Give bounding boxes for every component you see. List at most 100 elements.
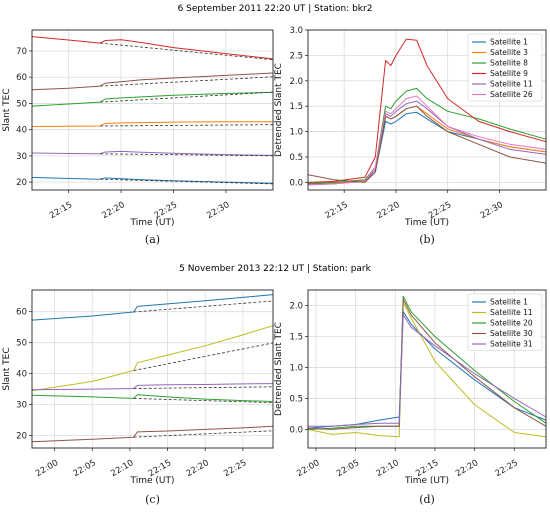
x-tick-label: 22:15 (324, 200, 350, 221)
series-line-c-4 (31, 425, 274, 443)
x-tick-label: 22:00 (295, 458, 321, 479)
y-tick-label: 0.0 (289, 425, 303, 435)
plot-frame (307, 289, 547, 449)
y-axis-label: Detrended Slant TEC (274, 322, 284, 416)
x-tick-label: 22:25 (222, 458, 248, 479)
legend-entry: Satellite 8 (490, 59, 528, 68)
x-tick-label: 22:20 (100, 200, 126, 221)
y-tick-label: 2.5 (289, 51, 303, 61)
y-tick-label: 3.0 (289, 26, 303, 36)
x-axis-label: Time (UT) (404, 218, 449, 228)
x-tick-label: 22:00 (34, 458, 60, 479)
trend-fit-line (100, 42, 274, 61)
series-line-a-5 (31, 72, 274, 91)
series-line-satellite-30 (307, 298, 547, 430)
y-axis-label: Slant TEC (2, 347, 12, 390)
plot-frame (31, 289, 274, 449)
legend-entry: Satellite 1 (490, 38, 528, 47)
trend-fit-line (133, 398, 274, 404)
legend-entry: Satellite 20 (490, 319, 533, 328)
y-tick-label: 0.5 (289, 394, 303, 404)
row1-title: 6 September 2011 22:20 UT | Station: bkr… (178, 4, 373, 14)
subfigure-caption: (b) (419, 233, 435, 246)
legend-entry: Satellite 26 (490, 90, 533, 99)
y-tick-label: 30 (16, 401, 27, 411)
series-line-c-1 (31, 325, 274, 392)
series-line-c-3 (31, 394, 274, 402)
legend-entry: Satellite 1 (490, 298, 528, 307)
series-line-satellite-20 (307, 295, 547, 430)
x-tick-label: 22:05 (335, 458, 361, 479)
y-tick-label: 70 (16, 47, 27, 57)
y-tick-label: 20 (16, 178, 27, 188)
trend-fit-line (100, 178, 274, 185)
plot-frame (31, 29, 274, 191)
series-line-satellite-9 (307, 38, 547, 183)
series-line-a-3 (31, 36, 274, 60)
x-axis-label: Time (UT) (130, 476, 175, 486)
legend-entry: Satellite 9 (490, 69, 528, 78)
y-tick-label: 2.0 (289, 301, 303, 311)
y-tick-label: 0.0 (289, 178, 303, 188)
y-tick-label: 1.5 (289, 332, 303, 342)
trend-fit-line (100, 91, 274, 103)
series-line-satellite-26 (307, 95, 547, 186)
x-axis-label: Time (UT) (130, 218, 175, 228)
subfigure-caption: (d) (419, 493, 435, 506)
subfigure-caption: (a) (145, 233, 160, 246)
legend-entry: Satellite 31 (490, 340, 533, 349)
y-tick-label: 60 (16, 73, 27, 83)
series-line-b-6 (307, 105, 547, 183)
x-tick-label: 22:20 (185, 458, 211, 479)
y-axis-label: Slant TEC (2, 88, 12, 131)
row2-title: 5 November 2013 22:12 UT | Station: park (179, 264, 371, 274)
subfigure-caption: (c) (145, 493, 160, 506)
trend-fit-line (133, 342, 274, 371)
y-axis-label: Detrended Slant TEC (274, 63, 284, 157)
x-axis-label: Time (UT) (404, 476, 449, 486)
legend-entry: Satellite 30 (490, 329, 533, 338)
plot-frame (307, 29, 547, 191)
x-tick-label: 22:30 (205, 200, 231, 221)
y-tick-label: 40 (16, 126, 27, 136)
trend-fit-line (133, 386, 274, 389)
y-tick-label: 2.0 (289, 77, 303, 87)
series-line-c-2 (31, 383, 274, 391)
trend-fit-line (133, 300, 274, 313)
legend-box (467, 293, 543, 351)
x-tick-label: 22:30 (479, 200, 505, 221)
y-tick-label: 20 (16, 432, 27, 442)
y-tick-label: 30 (16, 152, 27, 162)
legend-entry: Satellite 3 (490, 48, 528, 57)
series-line-c-0 (31, 294, 274, 321)
y-tick-label: 0.5 (289, 153, 303, 163)
trend-fit-line (100, 153, 274, 157)
y-tick-label: 50 (16, 339, 27, 349)
legend-box (467, 33, 543, 102)
y-tick-label: 1.0 (289, 363, 303, 373)
series-line-satellite-8 (307, 87, 547, 184)
trend-fit-line (133, 430, 274, 438)
trend-fit-line (100, 124, 274, 127)
x-tick-label: 22:10 (375, 458, 401, 479)
series-line-a-2 (31, 91, 274, 107)
series-line-a-4 (31, 150, 274, 156)
x-tick-label: 22:25 (494, 458, 520, 479)
y-tick-label: 1.0 (289, 128, 303, 138)
series-line-a-1 (31, 121, 273, 127)
y-tick-label: 40 (16, 370, 27, 380)
x-tick-label: 22:05 (72, 458, 98, 479)
legend-entry: Satellite 11 (490, 80, 533, 89)
series-line-satellite-31 (308, 314, 547, 427)
x-tick-label: 22:20 (375, 200, 401, 221)
trend-fit-line (100, 76, 274, 87)
y-tick-label: 1.5 (289, 102, 303, 112)
y-tick-label: 50 (16, 99, 27, 109)
x-tick-label: 22:20 (454, 458, 480, 479)
legend-entry: Satellite 11 (490, 308, 533, 317)
series-line-a-0 (31, 176, 274, 184)
x-tick-label: 22:15 (48, 200, 74, 221)
series-line-satellite-1 (307, 111, 547, 185)
y-tick-label: 60 (16, 308, 27, 318)
